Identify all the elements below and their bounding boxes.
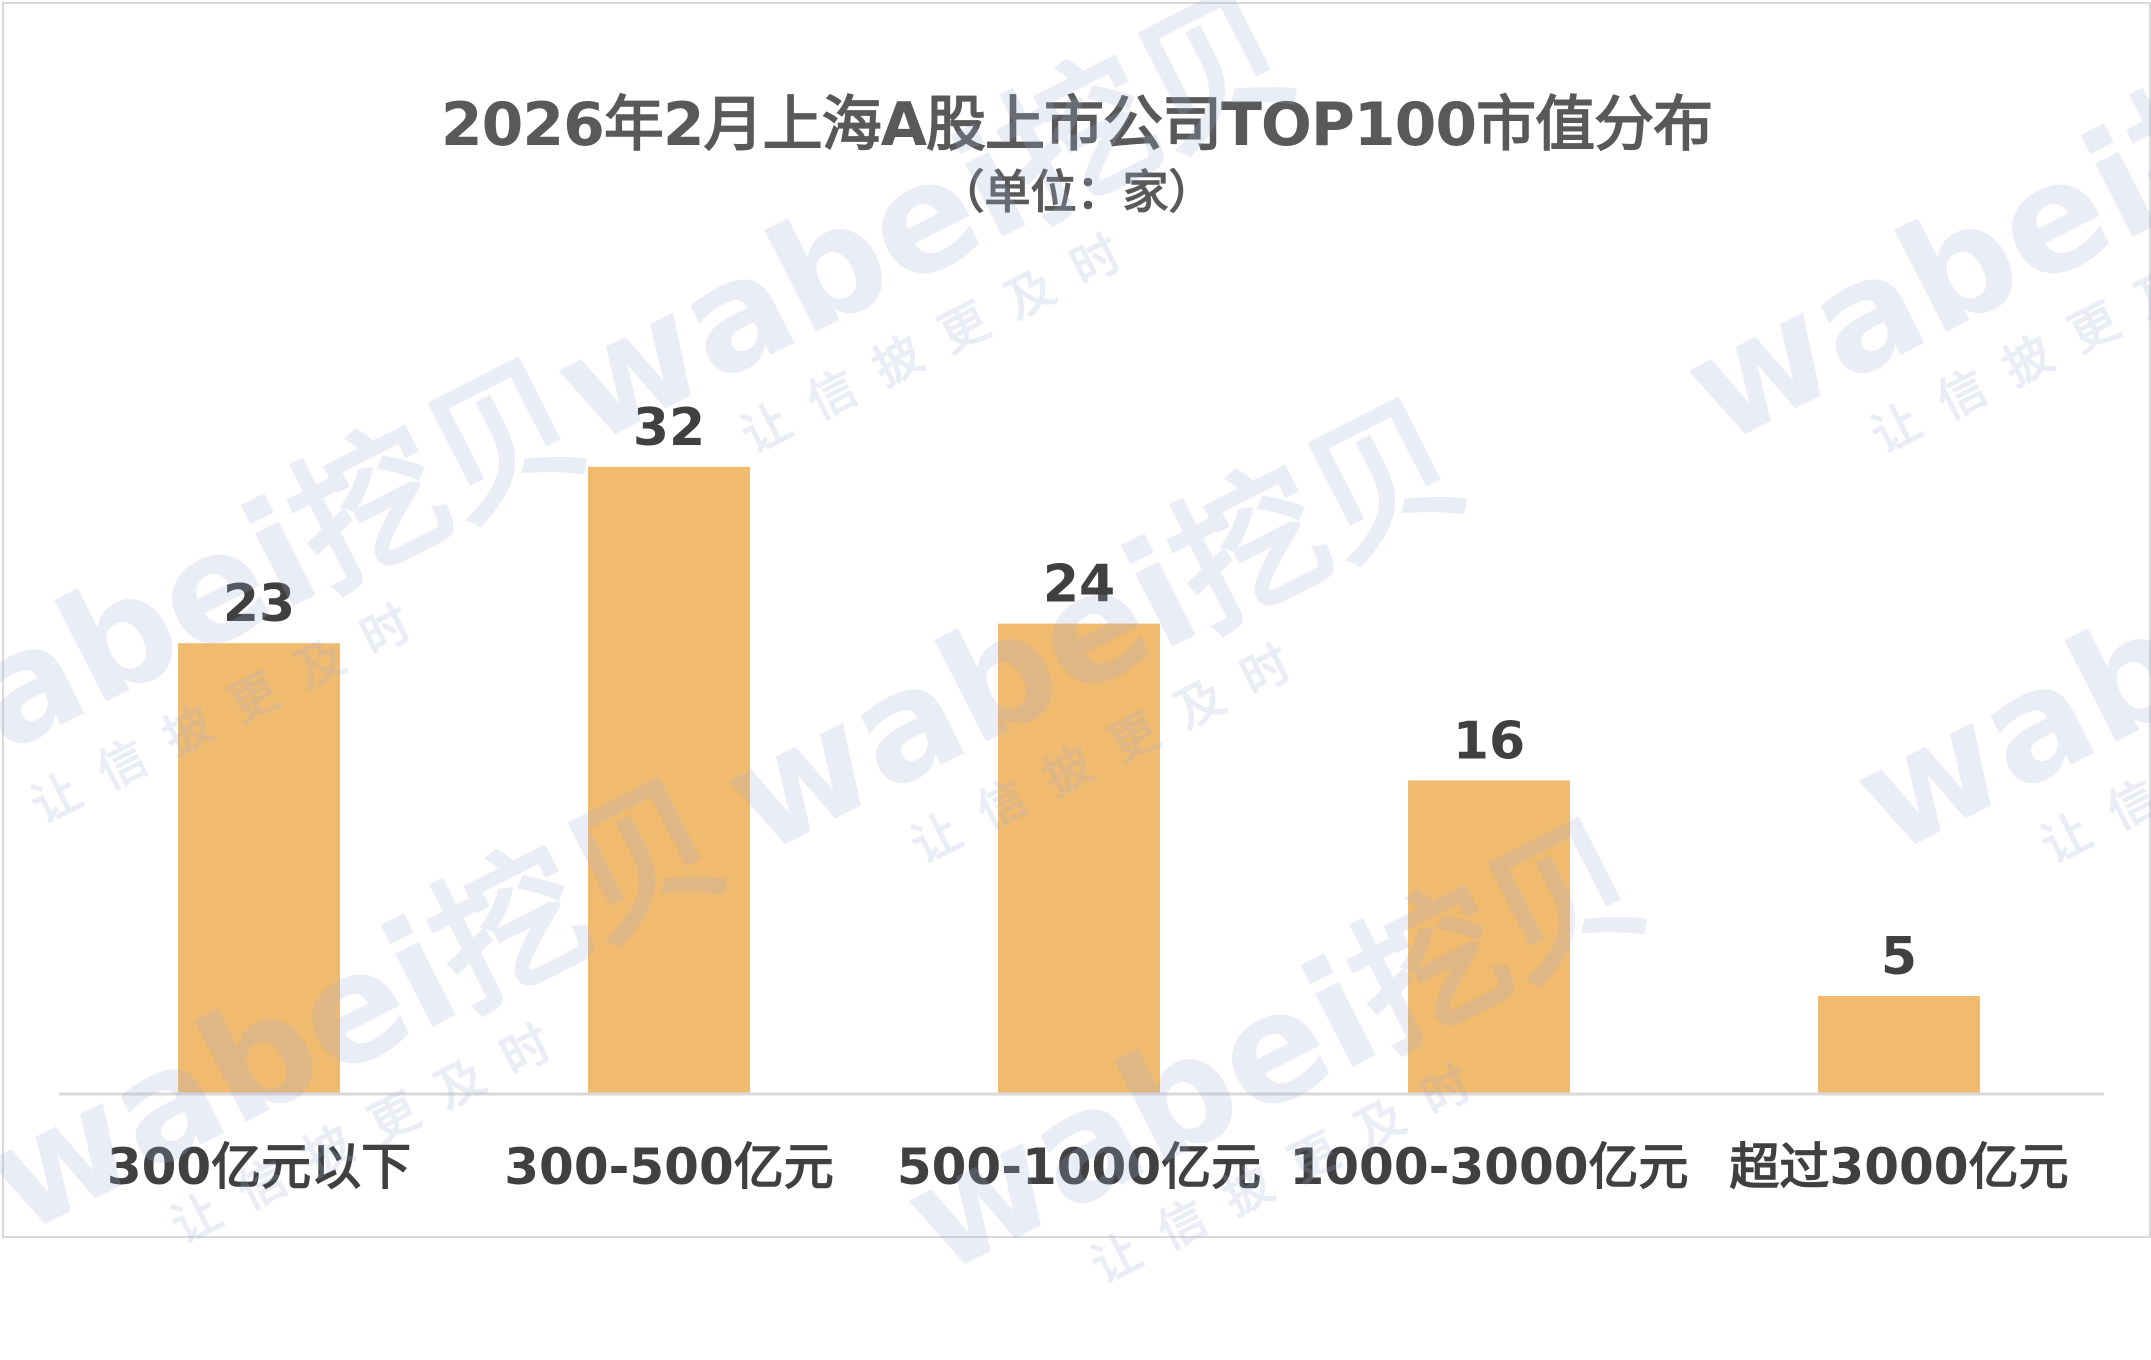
bar-chart: 23 300亿元以下 32 300-500亿元 24 500-1000亿元 16 1000-3… xyxy=(59,398,2104,1196)
bar xyxy=(1408,780,1570,1094)
category-label: 1000-3000亿元 xyxy=(1289,1138,1688,1196)
category-label: 300-500亿元 xyxy=(504,1138,834,1196)
category-label: 300亿元以下 xyxy=(107,1138,411,1196)
data-label: 32 xyxy=(633,398,705,458)
bars-group xyxy=(178,466,1980,1094)
data-label: 23 xyxy=(223,574,295,634)
chart-title: 2026年2月上海A股上市公司TOP100市值分布 xyxy=(440,90,1713,160)
chart-subtitle: （单位：家） xyxy=(938,165,1215,219)
data-label: 5 xyxy=(1881,927,1917,987)
chart-frame: 2026年2月上海A股上市公司TOP100市值分布 （单位：家） 23 300亿元… xyxy=(0,0,2151,1308)
bar xyxy=(1818,996,1980,1094)
category-label: 超过3000亿元 xyxy=(1729,1138,2068,1196)
bar xyxy=(178,643,340,1094)
data-label: 24 xyxy=(1043,555,1115,615)
category-label: 500-1000亿元 xyxy=(897,1138,1261,1196)
labels-group: 23 300亿元以下 32 300-500亿元 24 500-1000亿元 16 1000-3… xyxy=(107,398,2069,1196)
data-label: 16 xyxy=(1453,711,1525,771)
bar xyxy=(998,623,1160,1094)
bar xyxy=(588,466,750,1094)
